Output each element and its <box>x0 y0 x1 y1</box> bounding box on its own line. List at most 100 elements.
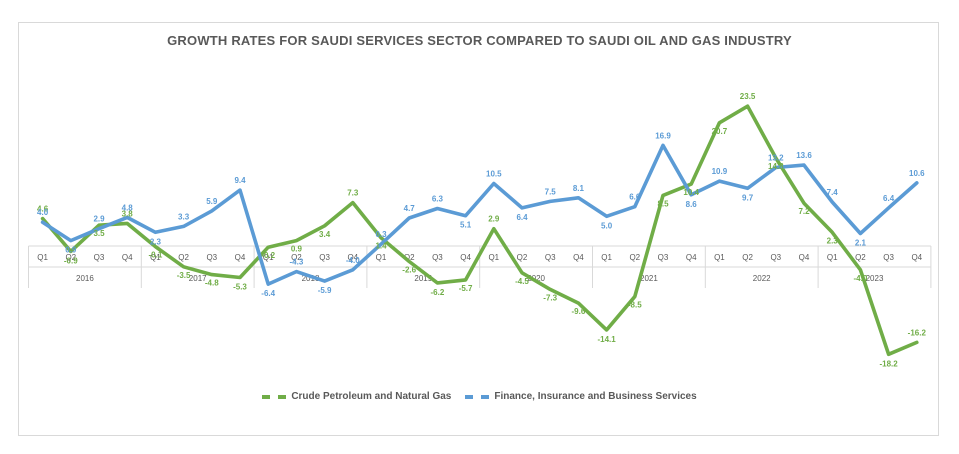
data-label: 7.2 <box>798 207 810 216</box>
x-tick-label-quarter: Q4 <box>235 253 246 262</box>
data-label: -6.4 <box>261 289 275 298</box>
data-label: -7.3 <box>543 293 557 302</box>
series-line-finance <box>40 143 919 286</box>
data-label: 6.4 <box>883 194 895 203</box>
legend-label-crude: Crude Petroleum and Natural Gas <box>291 391 452 402</box>
x-tick-label-quarter: Q1 <box>150 253 161 262</box>
data-label: 9.4 <box>234 176 246 185</box>
data-label: 5.1 <box>460 221 472 230</box>
data-label: 1.4 <box>375 242 387 251</box>
data-label: 7.5 <box>545 187 557 196</box>
x-tick-label-year: 2019 <box>414 274 432 283</box>
data-label: 3.4 <box>319 230 331 239</box>
x-tick-label-quarter: Q4 <box>573 253 584 262</box>
data-label: 14.8 <box>768 162 784 171</box>
x-tick-label-quarter: Q2 <box>517 253 528 262</box>
x-tick-label-quarter: Q2 <box>178 253 189 262</box>
data-label: -5.9 <box>318 286 332 295</box>
x-tick-label-quarter: Q2 <box>742 253 753 262</box>
x-tick-label-quarter: Q3 <box>432 253 443 262</box>
data-label: 8.5 <box>657 199 669 208</box>
chart-title: GROWTH RATES FOR SAUDI SERVICES SECTOR C… <box>167 33 792 48</box>
data-label: 13.2 <box>768 153 784 162</box>
data-label: 3.8 <box>122 209 134 218</box>
data-label: -4.0 <box>346 256 360 265</box>
data-label: 2.1 <box>855 239 867 248</box>
data-label: 10.5 <box>486 170 502 179</box>
data-label: -18.2 <box>879 359 898 368</box>
data-label: 0.3 <box>375 230 387 239</box>
data-label: 16.9 <box>655 131 671 140</box>
data-label: 9.7 <box>742 193 754 202</box>
data-label: 0.9 <box>65 246 77 255</box>
data-label: -8.5 <box>628 301 642 310</box>
data-label: 8.6 <box>686 200 698 209</box>
data-label: -2.6 <box>402 265 416 274</box>
legend-item-crude: Crude Petroleum and Natural Gas <box>262 391 451 402</box>
x-tick-label-quarter: Q3 <box>883 253 894 262</box>
x-tick-label-quarter: Q2 <box>855 253 866 262</box>
data-label: -16.2 <box>908 328 927 337</box>
legend-swatch-finance <box>465 394 490 399</box>
x-tick-label-quarter: Q1 <box>37 253 48 262</box>
legend-item-finance: Finance, Insurance and Business Services <box>465 391 697 402</box>
data-label: 7.4 <box>827 188 839 197</box>
x-tick-label-year: 2017 <box>189 274 207 283</box>
x-tick-label-year: 2020 <box>527 274 545 283</box>
data-label: 5.9 <box>206 197 218 206</box>
data-label: -14.1 <box>597 335 616 344</box>
x-tick-label-quarter: Q4 <box>460 253 471 262</box>
data-label: 0.9 <box>291 245 303 254</box>
x-tick-label-quarter: Q4 <box>347 253 358 262</box>
data-label: 2.9 <box>488 215 500 224</box>
x-tick-label-quarter: Q1 <box>827 253 838 262</box>
data-label: 3.3 <box>178 212 190 221</box>
data-label: 3.5 <box>93 229 105 238</box>
data-label: -4.3 <box>290 258 304 267</box>
data-label: 6.6 <box>629 193 641 202</box>
x-tick-label-quarter: Q3 <box>770 253 781 262</box>
data-label: -0.1 <box>149 251 163 260</box>
x-tick-label-quarter: Q4 <box>911 253 922 262</box>
data-label: 10.4 <box>683 188 699 197</box>
x-tick-label-quarter: Q3 <box>319 253 330 262</box>
x-tick-label-quarter: Q4 <box>686 253 697 262</box>
x-tick-label-quarter: Q1 <box>714 253 725 262</box>
data-label: -4.8 <box>205 279 219 288</box>
data-label: 6.4 <box>516 213 528 222</box>
data-label: 2.9 <box>93 215 105 224</box>
data-label: -5.7 <box>459 284 473 293</box>
x-tick-label-year: 2021 <box>640 274 658 283</box>
x-tick-label-quarter: Q2 <box>65 253 76 262</box>
data-label: 20.7 <box>712 127 728 136</box>
data-label: 7.3 <box>347 189 359 198</box>
x-tick-label-year: 2023 <box>866 274 884 283</box>
x-tick-label-quarter: Q2 <box>404 253 415 262</box>
data-label: -3.5 <box>177 271 191 280</box>
x-tick-label-quarter: Q3 <box>206 253 217 262</box>
x-tick-label-quarter: Q1 <box>263 253 274 262</box>
x-tick-label-quarter: Q2 <box>291 253 302 262</box>
series-line-crude <box>40 104 919 357</box>
data-label: 10.6 <box>909 169 925 178</box>
x-tick-label-quarter: Q4 <box>122 253 133 262</box>
x-tick-label-year: 2022 <box>753 274 771 283</box>
data-label: 4.7 <box>404 204 416 213</box>
data-label: -6.2 <box>431 288 445 297</box>
x-tick-label-quarter: Q1 <box>601 253 612 262</box>
data-label: 4.0 <box>37 208 49 217</box>
legend-label-finance: Finance, Insurance and Business Services <box>494 391 697 402</box>
legend-swatch-crude <box>262 394 287 399</box>
data-label: -4.0 <box>854 274 868 283</box>
x-tick-label-year: 2018 <box>302 274 320 283</box>
x-tick-label-quarter: Q4 <box>799 253 810 262</box>
data-label: 8.1 <box>573 184 585 193</box>
data-label: 4.8 <box>122 203 134 212</box>
chart-legend: Crude Petroleum and Natural Gas Finance,… <box>0 391 959 402</box>
data-label: 6.3 <box>432 195 444 204</box>
x-tick-label-quarter: Q2 <box>629 253 640 262</box>
x-tick-label-quarter: Q3 <box>658 253 669 262</box>
data-label: -0.2 <box>261 251 275 260</box>
data-label: -9.6 <box>572 307 586 316</box>
